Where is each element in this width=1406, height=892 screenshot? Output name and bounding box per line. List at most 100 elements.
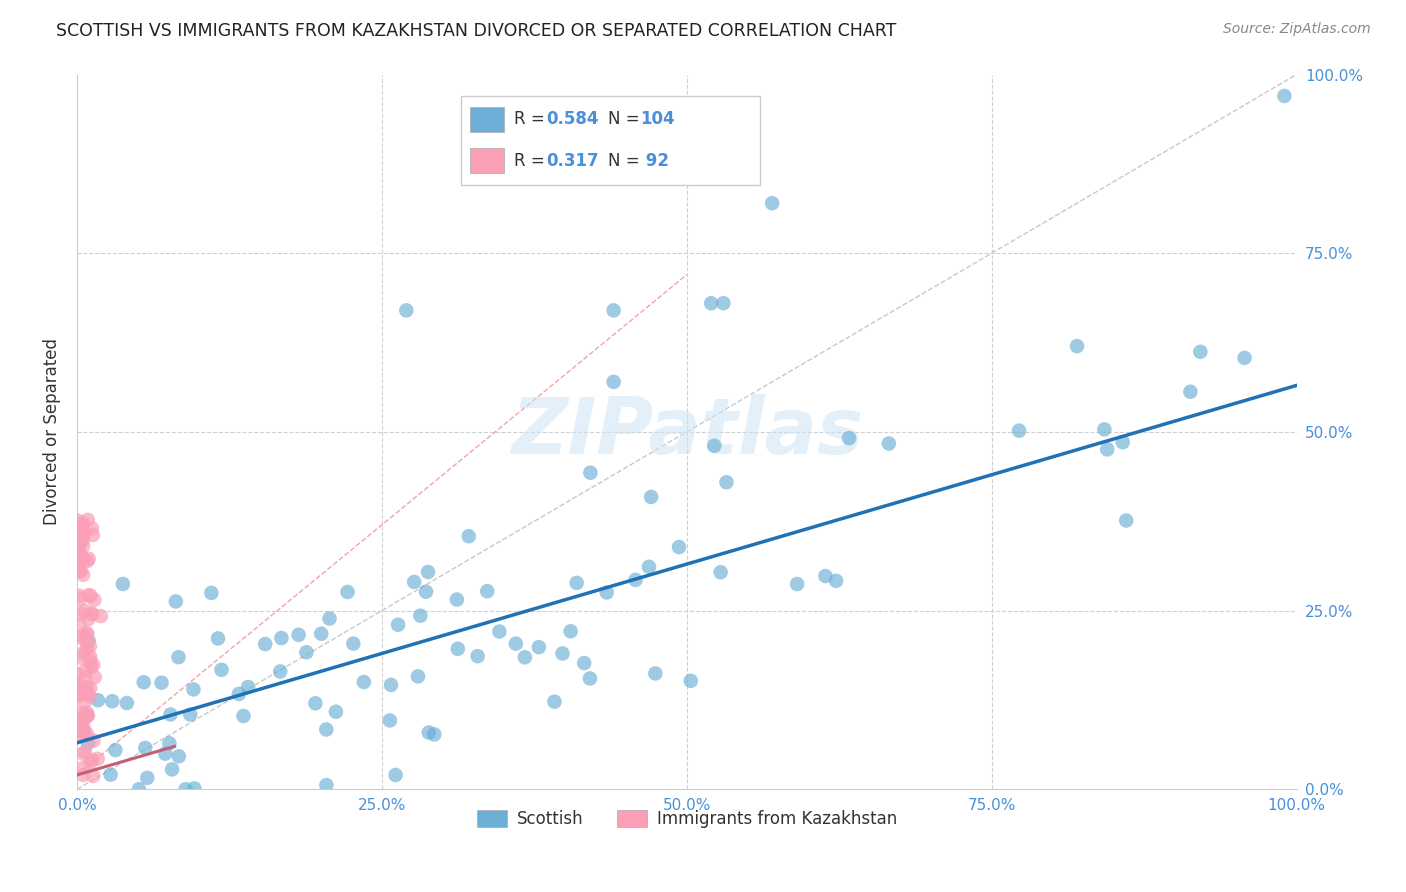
Point bbox=[70, 533, 93, 548]
Point bbox=[134, 740, 156, 755]
Point bbox=[84, 670, 107, 684]
Point bbox=[67, 533, 90, 548]
Point bbox=[477, 584, 499, 599]
Point bbox=[179, 707, 201, 722]
Point bbox=[73, 604, 96, 618]
Point bbox=[596, 585, 619, 599]
Point bbox=[69, 564, 91, 578]
Point bbox=[73, 745, 96, 759]
Point bbox=[183, 682, 205, 697]
Point bbox=[200, 586, 222, 600]
Point bbox=[77, 736, 100, 750]
Point bbox=[132, 675, 155, 690]
Text: R =: R = bbox=[513, 152, 550, 170]
Point bbox=[66, 716, 89, 731]
Point bbox=[77, 612, 100, 626]
Point bbox=[72, 553, 94, 567]
Point bbox=[318, 611, 340, 625]
Point bbox=[269, 665, 291, 679]
Point bbox=[70, 714, 93, 729]
Point bbox=[527, 640, 550, 654]
Point bbox=[67, 541, 90, 555]
Point bbox=[80, 521, 103, 535]
Point bbox=[67, 563, 90, 577]
Point bbox=[270, 631, 292, 645]
Point bbox=[72, 539, 94, 553]
Text: 0.317: 0.317 bbox=[547, 152, 599, 170]
Point bbox=[72, 525, 94, 540]
Text: N =: N = bbox=[607, 111, 644, 128]
Point bbox=[67, 589, 90, 603]
Point bbox=[72, 532, 94, 546]
Point bbox=[72, 629, 94, 643]
Point bbox=[73, 646, 96, 660]
Point bbox=[287, 628, 309, 642]
Point bbox=[713, 296, 735, 310]
Point bbox=[153, 747, 176, 761]
Point bbox=[174, 782, 197, 797]
Point bbox=[111, 577, 134, 591]
Point bbox=[384, 768, 406, 782]
Point bbox=[128, 782, 150, 797]
Point bbox=[387, 617, 409, 632]
Point bbox=[423, 727, 446, 741]
Point bbox=[76, 554, 98, 568]
Point bbox=[1233, 351, 1256, 365]
Point bbox=[76, 686, 98, 700]
Point bbox=[1092, 422, 1115, 436]
Point bbox=[1180, 384, 1202, 399]
Point bbox=[72, 516, 94, 530]
Point bbox=[1272, 89, 1295, 103]
Point bbox=[404, 574, 426, 589]
Point bbox=[167, 749, 190, 764]
Point bbox=[72, 721, 94, 735]
Point bbox=[254, 637, 277, 651]
Point bbox=[309, 626, 332, 640]
Point bbox=[640, 490, 662, 504]
Point bbox=[67, 682, 90, 697]
Legend: Scottish, Immigrants from Kazakhstan: Scottish, Immigrants from Kazakhstan bbox=[470, 803, 904, 835]
Point bbox=[76, 626, 98, 640]
Point bbox=[72, 768, 94, 782]
Point bbox=[342, 637, 364, 651]
Point bbox=[79, 690, 101, 704]
Point bbox=[457, 529, 479, 543]
Point bbox=[80, 607, 103, 621]
Y-axis label: Divorced or Separated: Divorced or Separated bbox=[44, 338, 60, 525]
Point bbox=[488, 624, 510, 639]
Point bbox=[72, 723, 94, 738]
Point bbox=[70, 607, 93, 621]
Text: Source: ZipAtlas.com: Source: ZipAtlas.com bbox=[1223, 22, 1371, 37]
Point bbox=[1097, 442, 1119, 457]
Point bbox=[69, 592, 91, 607]
Point bbox=[79, 654, 101, 668]
Point bbox=[67, 549, 90, 564]
Point bbox=[716, 475, 738, 490]
Point bbox=[76, 727, 98, 741]
Point bbox=[69, 524, 91, 538]
Point bbox=[72, 747, 94, 761]
Point bbox=[72, 567, 94, 582]
Point bbox=[167, 650, 190, 665]
Point bbox=[513, 650, 536, 665]
Point bbox=[560, 624, 582, 639]
Point bbox=[66, 532, 89, 546]
Point bbox=[77, 588, 100, 602]
Point bbox=[336, 585, 359, 599]
Point bbox=[838, 431, 860, 445]
Point bbox=[76, 684, 98, 698]
Point bbox=[69, 706, 91, 720]
Text: N =: N = bbox=[607, 152, 644, 170]
Point bbox=[761, 196, 783, 211]
Point bbox=[467, 649, 489, 664]
Point bbox=[409, 608, 432, 623]
Point bbox=[75, 664, 97, 678]
Point bbox=[82, 733, 104, 747]
Point bbox=[66, 513, 89, 527]
Point bbox=[160, 762, 183, 776]
Point bbox=[703, 439, 725, 453]
Point bbox=[79, 756, 101, 770]
Point bbox=[67, 523, 90, 537]
Point bbox=[70, 631, 93, 645]
Point bbox=[232, 709, 254, 723]
